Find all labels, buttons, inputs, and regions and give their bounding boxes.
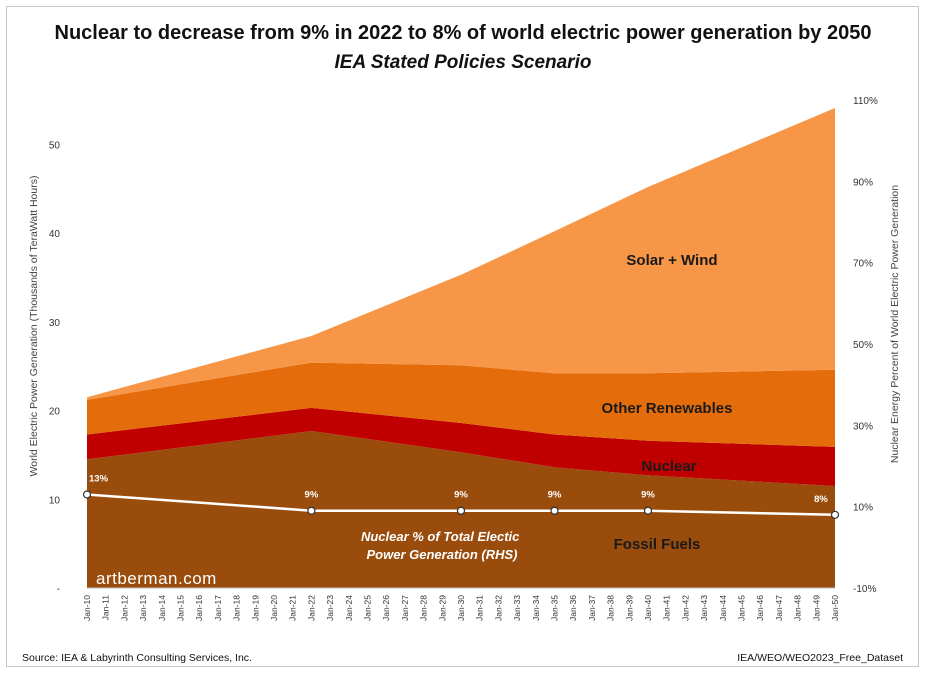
footer-dataset: IEA/WEO/WEO2023_Free_Dataset [737,652,903,664]
x-tick-label: Jan-13 [138,595,148,621]
x-axis-ticks: Jan-10 Jan-11 Jan-12 Jan-13 Jan-14 Jan-15 Jan-… [82,595,840,621]
y2-tick-label: 110% [853,96,878,107]
nuclear-pct-point [550,506,559,515]
x-tick-label: Jan-17 [213,595,223,621]
x-tick-label: Jan-18 [232,595,242,621]
y-tick-label: 10 [49,495,61,506]
nuclear-pct-data-label: 9% [641,490,655,501]
x-tick-label: Jan-44 [718,595,728,621]
x-tick-label: Jan-34 [531,595,541,621]
x-tick-label: Jan-32 [493,595,503,621]
y-tick-label: 50 [49,140,61,151]
nuclear-pct-annotation-line2: Power Generation (RHS) [367,547,518,562]
x-tick-label: Jan-15 [176,595,186,621]
watermark: artberman.com [96,569,217,588]
x-tick-label: Jan-20 [269,595,279,621]
y-tick-label: 30 [49,318,61,329]
nuclear-pct-point [830,510,840,519]
nuclear-pct-line [86,493,836,517]
series-label-fossil-fuels: Fossil Fuels [614,536,701,553]
chart-subtitle: IEA Stated Policies Scenario [335,52,592,73]
y2-tick-label: -10% [853,584,876,595]
x-tick-label: Jan-41 [662,595,672,621]
x-tick-label: Jan-47 [774,595,784,621]
x-tick-label: Jan-45 [737,595,747,621]
nuclear-pct-annotation-line1: Nuclear % of Total Electic [361,529,520,544]
y-tick-label: 20 [49,407,61,418]
nuclear-pct-annotation: Nuclear % of Total Electic Power Generat… [361,529,523,562]
y-axis-ticks: - 10 20 30 40 50 [49,140,61,595]
y2-tick-label: 70% [853,259,873,270]
x-tick-label: Jan-40 [643,595,653,621]
x-tick-label: Jan-50 [830,595,840,621]
x-tick-label: Jan-35 [550,595,560,621]
nuclear-pct-line-group: 13% 9% 9% 9% 9% 8% [82,473,840,519]
x-tick-label: Jan-25 [363,595,373,621]
x-tick-label: Jan-24 [344,595,354,621]
x-tick-label: Jan-21 [288,595,298,621]
nuclear-pct-data-label: 9% [548,490,562,501]
y2-tick-label: 50% [853,340,873,351]
x-tick-label: Jan-39 [624,595,634,621]
x-tick-label: Jan-10 [82,595,92,621]
y2-tick-label: 10% [853,503,873,514]
nuclear-pct-data-label: 9% [454,490,468,501]
x-tick-label: Jan-33 [512,595,522,621]
x-tick-label: Jan-19 [250,595,260,621]
series-label-other-renewables: Other Renewables [602,400,733,417]
y2-axis-label: Nuclear Energy Percent of World Electric… [889,185,901,463]
nuclear-pct-point [82,490,92,499]
x-tick-label: Jan-11 [101,595,111,621]
x-tick-label: Jan-37 [587,595,597,621]
x-tick-label: Jan-14 [157,595,167,621]
y-axis-label: World Electric Power Generation (Thousan… [28,176,40,477]
x-tick-label: Jan-30 [456,595,466,621]
x-tick-label: Jan-42 [680,595,690,621]
chart-title: Nuclear to decrease from 9% in 2022 to 8… [55,22,872,44]
nuclear-pct-point [456,506,466,515]
nuclear-pct-data-label: 13% [89,473,109,484]
series-label-solar-wind: Solar + Wind [626,252,717,269]
nuclear-pct-data-label: 8% [814,494,828,505]
x-tick-label: Jan-38 [606,595,616,621]
x-tick-label: Jan-22 [306,595,316,621]
y2-tick-label: 90% [853,177,873,188]
x-tick-label: Jan-36 [568,595,578,621]
series-label-nuclear: Nuclear [641,458,696,475]
x-tick-label: Jan-16 [194,595,204,621]
x-tick-label: Jan-12 [119,595,129,621]
y-tick-label: - [57,584,60,595]
nuclear-pct-point [643,506,653,515]
x-tick-label: Jan-27 [400,595,410,621]
nuclear-pct-point [307,506,316,515]
footer-source: Source: IEA & Labyrinth Consulting Servi… [22,652,252,664]
nuclear-pct-data-label: 9% [305,490,319,501]
x-tick-label: Jan-43 [699,595,709,621]
area-other-renewables [87,362,835,447]
x-tick-label: Jan-29 [437,595,447,621]
x-tick-label: Jan-26 [381,595,391,621]
x-tick-label: Jan-46 [755,595,765,621]
x-tick-label: Jan-48 [793,595,803,621]
x-tick-label: Jan-23 [325,595,335,621]
y2-tick-label: 30% [853,421,873,432]
stacked-areas [87,108,835,588]
x-tick-label: Jan-49 [811,595,821,621]
x-tick-label: Jan-28 [419,595,429,621]
y2-axis-ticks: -10% 10% 30% 50% 70% 90% 110% [853,96,878,595]
area-solar-wind [87,108,835,400]
x-tick-label: Jan-31 [475,595,485,621]
area-nuclear [87,407,835,486]
y-tick-label: 40 [49,229,61,240]
